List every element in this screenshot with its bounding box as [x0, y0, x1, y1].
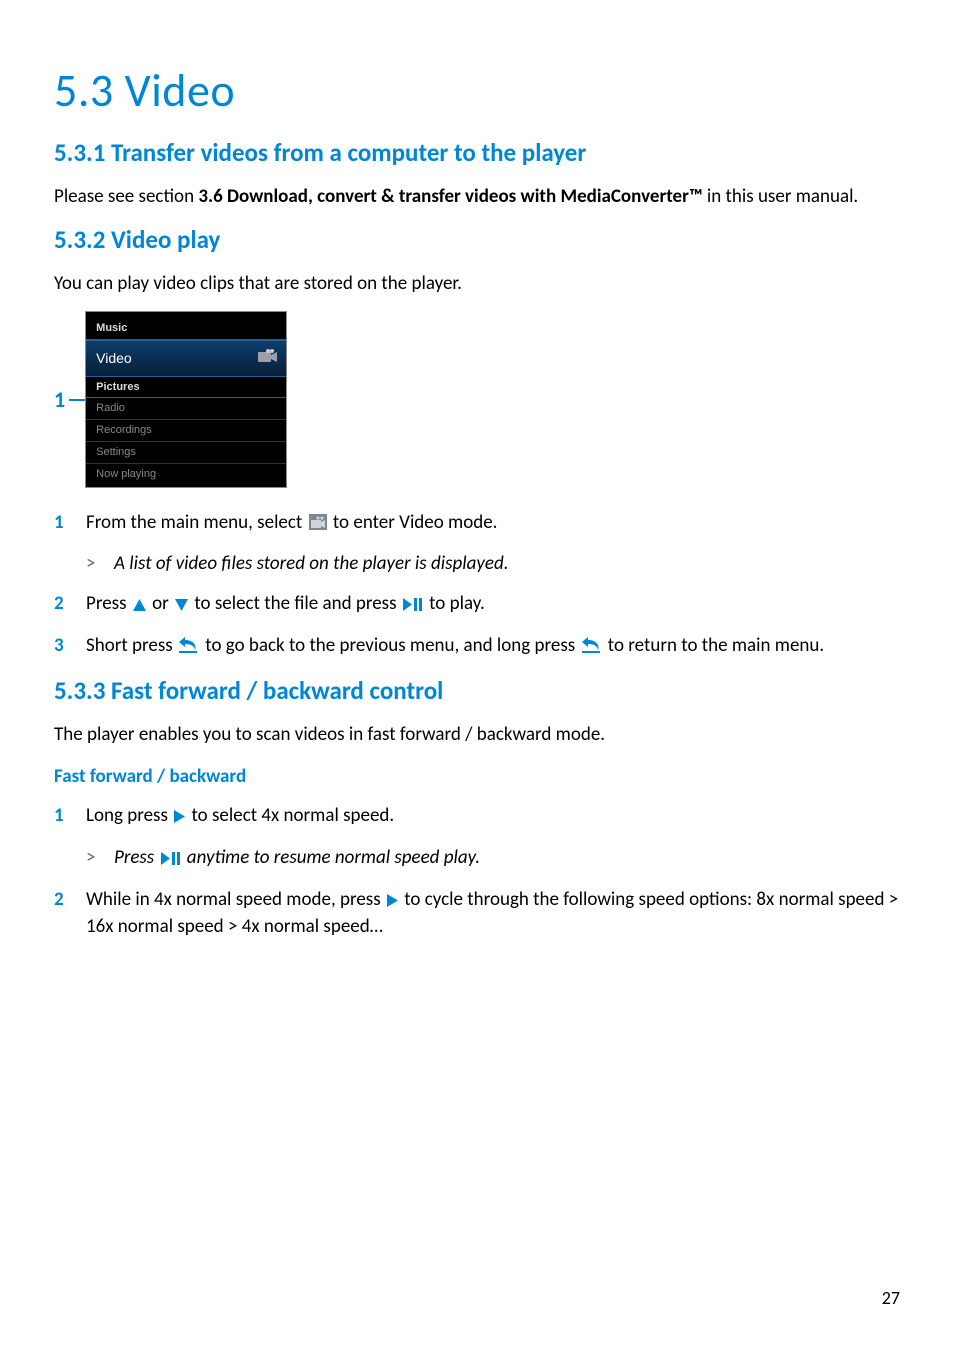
callout-tick: [69, 399, 85, 401]
text: in this user manual.: [703, 185, 859, 208]
text: Long press: [86, 804, 172, 827]
text: anytime to resume normal speed play.: [183, 846, 481, 869]
step-number: 3: [54, 633, 86, 659]
text: Press: [86, 592, 131, 615]
play-pause-icon: [161, 847, 181, 873]
steps-5-3-3: 1 Long press to select 4x normal speed. …: [54, 803, 900, 940]
text: Please see section: [54, 185, 198, 208]
steps-5-3-2: 1 From the main menu, select to enter Vi…: [54, 510, 900, 661]
back-arrow-icon: [179, 635, 199, 661]
callout-number: 1: [54, 385, 65, 415]
right-triangle-icon: [174, 805, 185, 831]
heading-5-3-3: 5.3.3 Fast forward / backward control: [54, 674, 900, 708]
heading-5-3-2: 5.3.2 Video play: [54, 223, 900, 257]
text: While in 4x normal speed mode, press: [86, 888, 385, 911]
text: to return to the main menu.: [604, 634, 825, 657]
step-2: 2 While in 4x normal speed mode, press t…: [54, 887, 900, 940]
text: to select 4x normal speed.: [187, 804, 394, 827]
result-text: A list of video files stored on the play…: [114, 551, 509, 577]
menu-item-radio: Radio: [86, 398, 286, 420]
heading-5-3-1: 5.3.1 Transfer videos from a computer to…: [54, 136, 900, 170]
menu-item-video-selected: Video: [86, 340, 286, 377]
text: to go back to the previous menu, and lon…: [201, 634, 580, 657]
text: From the main menu, select: [86, 511, 307, 534]
step-number: 1: [54, 803, 86, 829]
menu-item-recordings: Recordings: [86, 420, 286, 442]
text: to select the file and press: [190, 592, 401, 615]
para-5-3-2-intro: You can play video clips that are stored…: [54, 271, 900, 297]
result-marker: >: [86, 551, 114, 577]
para-5-3-3-intro: The player enables you to scan videos in…: [54, 722, 900, 748]
step-number: 2: [54, 887, 86, 913]
video-camera-icon: [258, 349, 278, 368]
device-screenshot: 1 Music Video Pictures Radio Recordings …: [54, 311, 900, 488]
up-triangle-icon: [133, 593, 146, 619]
text-bold: 3.6 Download, convert & transfer videos …: [198, 185, 702, 208]
step-number: 1: [54, 510, 86, 536]
step-1: 1 Long press to select 4x normal speed.: [54, 803, 900, 831]
video-chip-icon: [309, 512, 327, 538]
down-triangle-icon: [175, 593, 188, 619]
device-menu: Music Video Pictures Radio Recordings Se…: [85, 311, 287, 488]
text: Short press: [86, 634, 177, 657]
step-body: While in 4x normal speed mode, press to …: [86, 887, 900, 940]
text: or: [148, 592, 173, 615]
para-5-3-1: Please see section 3.6 Download, convert…: [54, 184, 900, 210]
result-marker: >: [86, 845, 114, 873]
step-body: Short press to go back to the previous m…: [86, 633, 900, 661]
result-text: Press anytime to resume normal speed pla…: [114, 845, 480, 873]
step-body: Long press to select 4x normal speed.: [86, 803, 900, 831]
page-number: 27: [882, 1286, 900, 1310]
subhead-ff-bw: Fast forward / backward: [54, 764, 900, 790]
text: to enter Video mode.: [329, 511, 498, 534]
step-1: 1 From the main menu, select to enter Vi…: [54, 510, 900, 538]
menu-item-pictures: Pictures: [86, 377, 286, 399]
step-2: 2 Press or to select the file and press …: [54, 591, 900, 619]
right-triangle-icon: [387, 889, 398, 915]
step-body: Press or to select the file and press to…: [86, 591, 900, 619]
menu-item-settings: Settings: [86, 442, 286, 464]
menu-item-music: Music: [86, 318, 286, 340]
step-body: From the main menu, select to enter Vide…: [86, 510, 900, 538]
text: Press: [114, 846, 159, 869]
menu-item-nowplaying: Now playing: [86, 464, 286, 485]
step-3: 3 Short press to go back to the previous…: [54, 633, 900, 661]
section-title: 5.3 Video: [54, 60, 900, 122]
back-arrow-icon: [582, 635, 602, 661]
step-number: 2: [54, 591, 86, 617]
step-1-result: > Press anytime to resume normal speed p…: [86, 845, 900, 873]
menu-item-label: Video: [96, 349, 132, 368]
play-pause-icon: [403, 593, 423, 619]
text: to play.: [425, 592, 485, 615]
step-1-result: > A list of video files stored on the pl…: [86, 551, 900, 577]
